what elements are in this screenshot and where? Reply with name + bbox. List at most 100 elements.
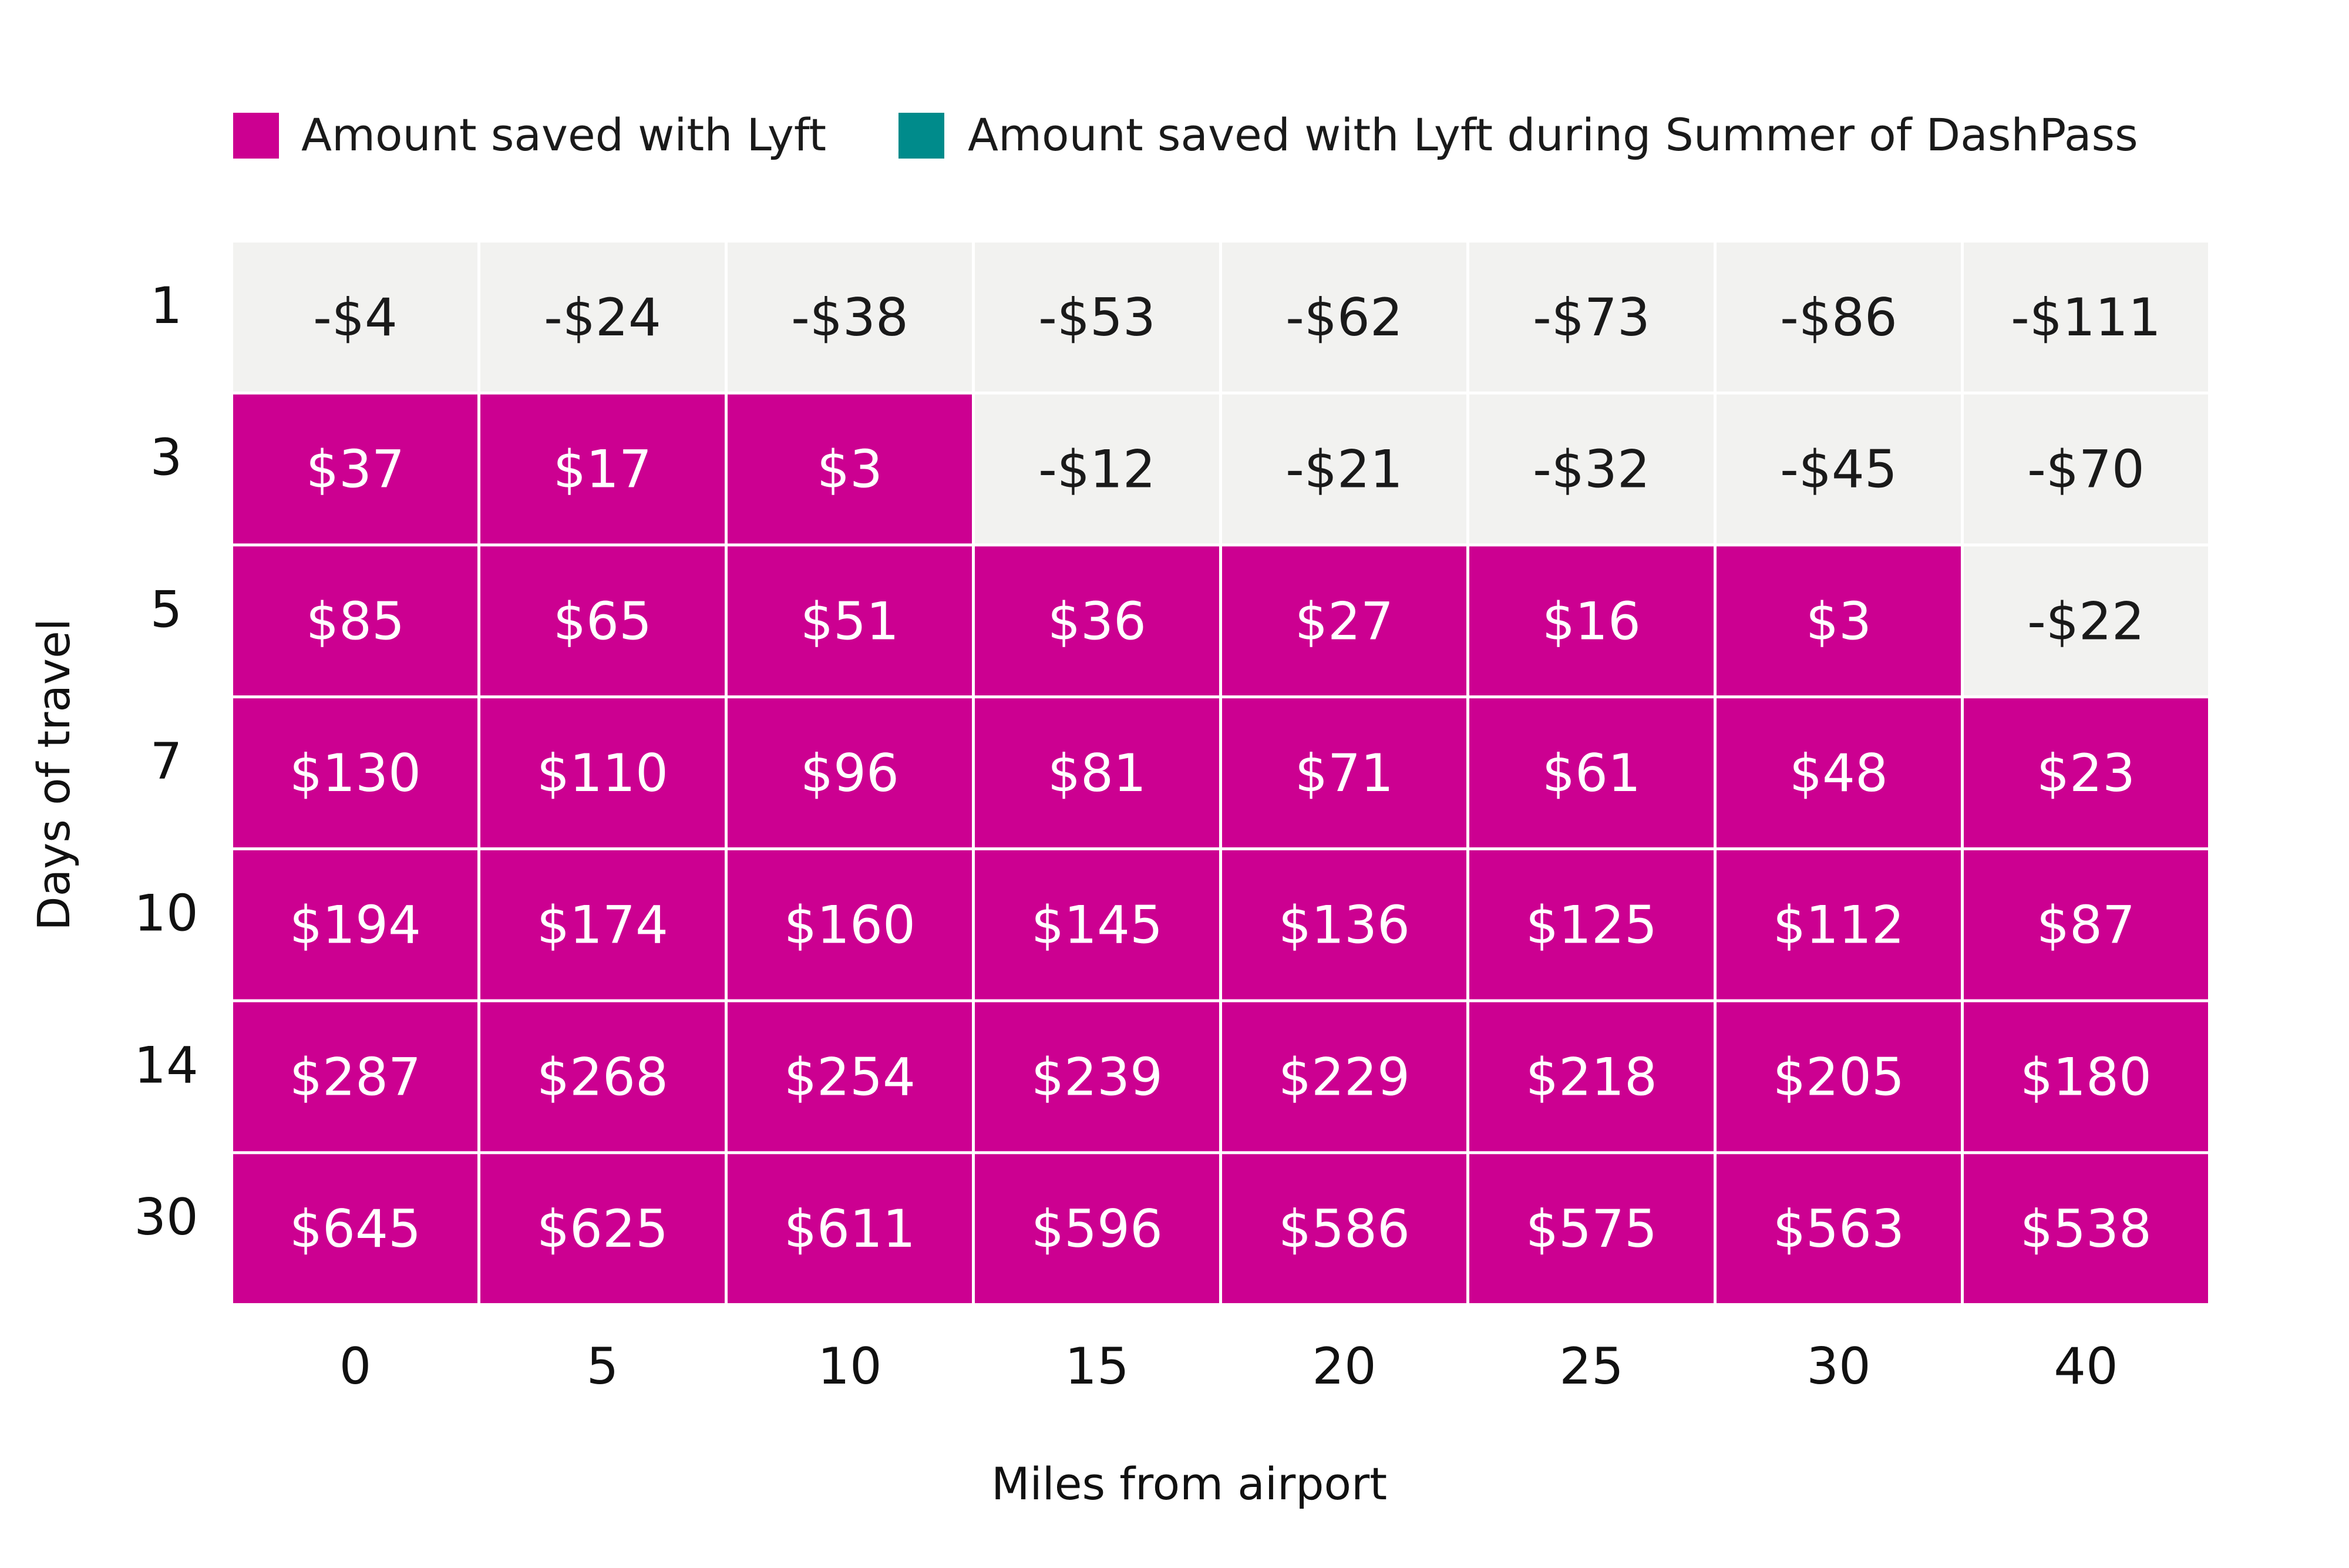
- cell-label: -$22: [2027, 591, 2145, 651]
- cell-label: -$62: [1285, 287, 1403, 348]
- heatmap-cell: [1717, 1154, 1961, 1303]
- cell-label: $110: [537, 743, 668, 803]
- heatmap-cell: [1717, 698, 1961, 847]
- cell-label: $575: [1526, 1199, 1657, 1259]
- cell-label: $645: [290, 1199, 421, 1259]
- heatmap-cell: [480, 1002, 725, 1152]
- cell-label: $563: [1773, 1199, 1904, 1259]
- cell-label: $112: [1773, 895, 1904, 955]
- cell-label: $23: [2037, 743, 2135, 803]
- cell-label: -$111: [2011, 287, 2161, 348]
- cell-label: $96: [800, 743, 899, 803]
- cell-label: $36: [1048, 591, 1146, 651]
- heatmap-cell: [480, 850, 725, 1000]
- heatmap-cell: [1469, 243, 1714, 392]
- cell-label: $625: [537, 1199, 668, 1259]
- cell-label: $239: [1031, 1047, 1163, 1107]
- cell-label: $71: [1295, 743, 1394, 803]
- heatmap-cell: [728, 243, 972, 392]
- cell-label: -$73: [1533, 287, 1650, 348]
- cell-label: $218: [1526, 1047, 1657, 1107]
- heatmap-cell: [1964, 394, 2208, 544]
- heatmap-cell: [480, 1154, 725, 1303]
- heatmap-cell: [728, 394, 972, 544]
- heatmap-cell: [233, 394, 477, 544]
- heatmap-cell: [1964, 546, 2208, 696]
- heatmap-cell: [480, 546, 725, 696]
- heatmap-cell: [1964, 243, 2208, 392]
- heatmap-cell: [728, 850, 972, 1000]
- cell-label: $538: [2020, 1199, 2152, 1259]
- cell-label: $287: [290, 1047, 421, 1107]
- cell-label: -$38: [791, 287, 908, 348]
- cell-label: $85: [306, 591, 405, 651]
- x-tick-label: 5: [587, 1337, 619, 1396]
- y-axis-title: Days of travel: [28, 618, 80, 931]
- heatmap-cell: [1717, 546, 1961, 696]
- cell-label: -$4: [313, 287, 398, 348]
- cell-label: $27: [1295, 591, 1394, 651]
- heatmap-cell: [233, 1154, 477, 1303]
- cell-label: $145: [1031, 895, 1163, 955]
- cell-label: $586: [1278, 1199, 1410, 1259]
- heatmap-cell: [480, 243, 725, 392]
- cell-label: $194: [290, 895, 421, 955]
- heatmap-cell: [728, 1002, 972, 1152]
- cell-label: $65: [553, 591, 652, 651]
- x-tick-labels: 0 5 10 15 20 25 30 40: [339, 1337, 2118, 1396]
- heatmap-cell: [1469, 546, 1714, 696]
- cell-label: $229: [1278, 1047, 1410, 1107]
- heatmap-cell: [975, 243, 1219, 392]
- heatmap-cell: [1469, 1154, 1714, 1303]
- cell-label: -$32: [1533, 439, 1650, 500]
- heatmap-cell: [1222, 850, 1466, 1000]
- heatmap-cell: [1222, 1154, 1466, 1303]
- heatmap-cell: [1964, 1154, 2208, 1303]
- y-tick-labels: 1 3 5 7 10 14 30: [134, 277, 198, 1247]
- cell-label: $596: [1031, 1199, 1163, 1259]
- cell-label: $130: [290, 743, 421, 803]
- heatmap-cell: [975, 1154, 1219, 1303]
- heatmap-cell: [1469, 394, 1714, 544]
- heatmap-cell: [1222, 546, 1466, 696]
- cell-label: $37: [306, 439, 405, 500]
- heatmap-cells: -$4 -$24 -$38 -$53 -$62 -$73 -$86 -$111 $37 $17 $3…: [233, 243, 2208, 1303]
- heatmap-cell: [1964, 850, 2208, 1000]
- cell-label: $16: [1542, 591, 1641, 651]
- cell-label: $87: [2037, 895, 2135, 955]
- heatmap-cell: [1964, 1002, 2208, 1152]
- y-tick-label: 10: [134, 884, 198, 943]
- heatmap-cell: [1717, 1002, 1961, 1152]
- heatmap-cell: [1222, 394, 1466, 544]
- heatmap-cell: [975, 394, 1219, 544]
- heatmap-cell: [480, 394, 725, 544]
- cell-label: $125: [1526, 895, 1657, 955]
- heatmap-cell: [728, 546, 972, 696]
- heatmap-cell: [1717, 850, 1961, 1000]
- cell-label: $51: [800, 591, 899, 651]
- heatmap-cell: [1222, 243, 1466, 392]
- cell-label: $136: [1278, 895, 1410, 955]
- legend-label: Amount saved with Lyft: [301, 109, 826, 161]
- cell-label: $205: [1773, 1047, 1904, 1107]
- cell-label: $48: [1789, 743, 1888, 803]
- heatmap-cell: [1469, 1002, 1714, 1152]
- legend: Amount saved with Lyft Amount saved with …: [233, 109, 2138, 161]
- heatmap-cell: [1717, 243, 1961, 392]
- heatmap-cell: [975, 1002, 1219, 1152]
- heatmap-cell: [233, 850, 477, 1000]
- y-tick-label: 7: [150, 732, 183, 791]
- heatmap-cell: [975, 850, 1219, 1000]
- heatmap-cell: [728, 698, 972, 847]
- x-tick-label: 30: [1806, 1337, 1870, 1396]
- heatmap-cell: [1717, 394, 1961, 544]
- legend-swatch: [233, 113, 279, 159]
- heatmap-cell: [975, 546, 1219, 696]
- x-axis-title: Miles from airport: [991, 1458, 1387, 1510]
- heatmap-cell: [480, 698, 725, 847]
- cell-label: $3: [817, 439, 883, 500]
- cell-label: $17: [553, 439, 652, 500]
- cell-label: -$24: [544, 287, 661, 348]
- legend-swatch: [898, 113, 944, 159]
